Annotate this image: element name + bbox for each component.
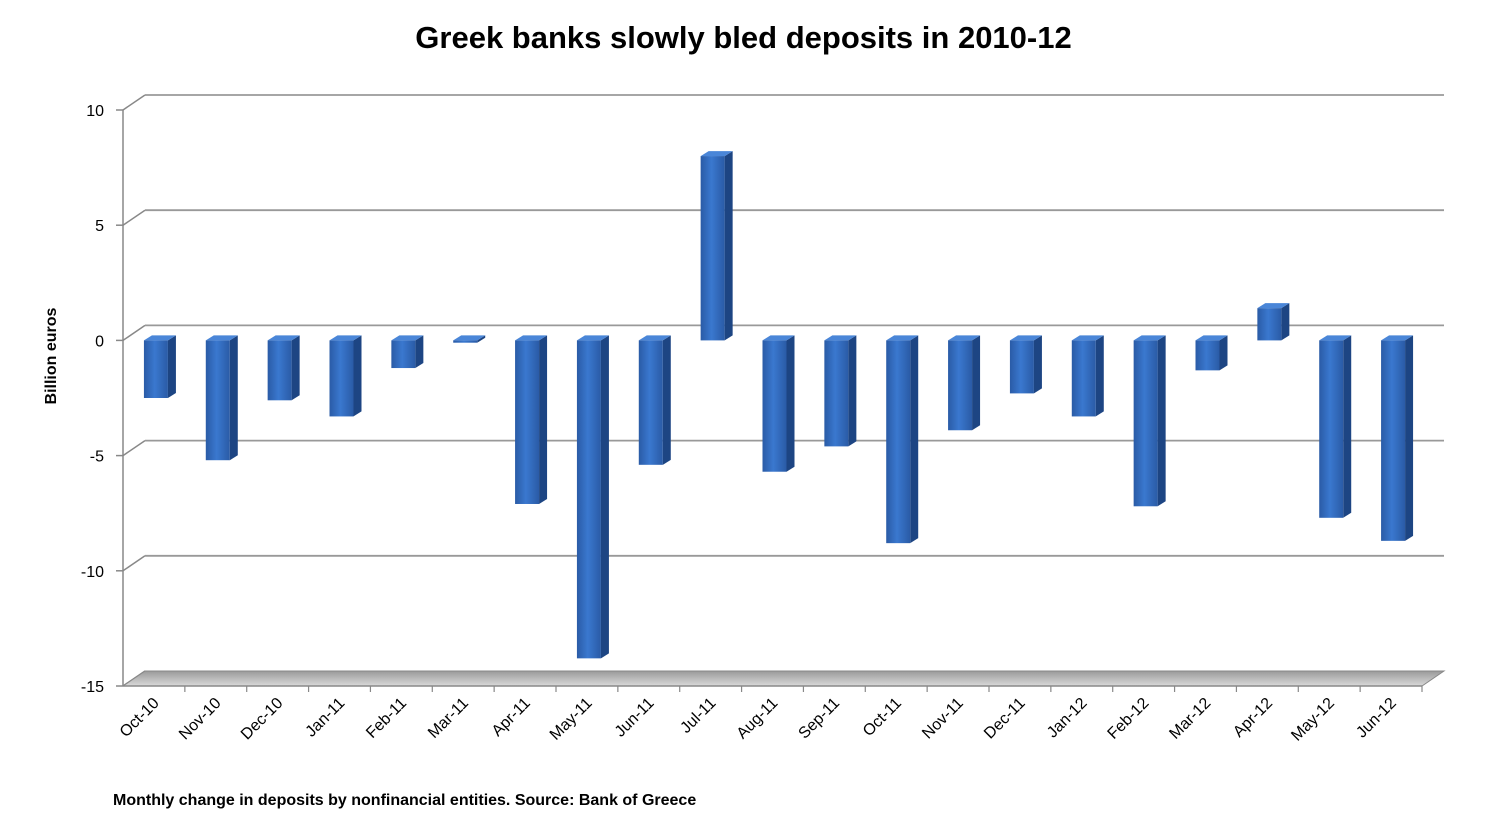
bar [1009, 335, 1042, 394]
gridline [116, 554, 1444, 572]
x-tick-label: Oct-11 [860, 695, 905, 740]
x-tick-label: Dec-11 [981, 695, 1029, 743]
bar [576, 335, 609, 659]
bar [886, 335, 919, 544]
gridline [116, 209, 1444, 226]
x-tick-label: Nov-10 [176, 695, 225, 744]
chart-floor [121, 670, 1446, 687]
x-tick-label: Mar-11 [425, 695, 472, 742]
x-tick-label: Apr-11 [489, 695, 534, 740]
x-tick-label: May-12 [1288, 695, 1338, 745]
bar [267, 335, 300, 401]
bar [205, 335, 238, 461]
y-tick-label: 10 [86, 103, 104, 120]
gridline [116, 94, 1444, 111]
chart-caption: Monthly change in deposits by nonfinanci… [113, 792, 697, 809]
bar [1257, 303, 1290, 341]
bar [762, 335, 795, 472]
x-tick-label: Mar-12 [1166, 695, 1214, 743]
x-tick-label: Jan-11 [303, 695, 349, 741]
x-tick-label: Oct-10 [117, 695, 163, 741]
bar [700, 151, 733, 341]
bar [1319, 335, 1352, 518]
chart-title: Greek banks slowly bled deposits in 2010… [415, 20, 1072, 55]
x-tick-label: Apr-12 [1230, 695, 1276, 741]
bar [453, 335, 486, 343]
y-tick-label: 0 [95, 333, 104, 350]
x-tick-label: Feb-11 [363, 695, 410, 742]
bar [1195, 335, 1228, 371]
y-tick-label: -5 [90, 449, 104, 466]
x-axis-ticks: Oct-10 Nov-10 Dec-10 Jan-11 Feb-11 Mar-11 Apr-… [117, 686, 1423, 745]
x-tick-label: Jun-12 [1353, 695, 1400, 742]
bar [515, 335, 548, 504]
bar [824, 335, 857, 447]
bars [143, 151, 1414, 659]
gridline [116, 324, 1444, 342]
x-tick-label: Jun-11 [612, 695, 658, 741]
y-tick-label: 5 [95, 218, 104, 235]
x-tick-label: Jul-11 [677, 695, 719, 737]
y-axis-ticks: 10 5 0 -5 -10 -15 [81, 103, 104, 696]
x-tick-label: May-11 [547, 695, 596, 744]
bar [143, 335, 176, 398]
x-tick-label: Jan-12 [1044, 695, 1091, 742]
y-tick-label: -10 [81, 564, 104, 581]
bar [391, 335, 424, 369]
x-tick-label: Sep-11 [796, 695, 844, 743]
bar [1381, 335, 1414, 541]
x-tick-label: Feb-12 [1105, 695, 1153, 743]
x-tick-label: Dec-10 [238, 695, 287, 744]
bar [948, 335, 981, 431]
bar [329, 335, 362, 417]
x-tick-label: Aug-11 [734, 695, 782, 743]
bar [638, 335, 671, 465]
bar [1133, 335, 1166, 507]
y-tick-label: -15 [81, 679, 104, 696]
bar [1071, 335, 1104, 417]
x-tick-label: Nov-11 [919, 695, 967, 743]
